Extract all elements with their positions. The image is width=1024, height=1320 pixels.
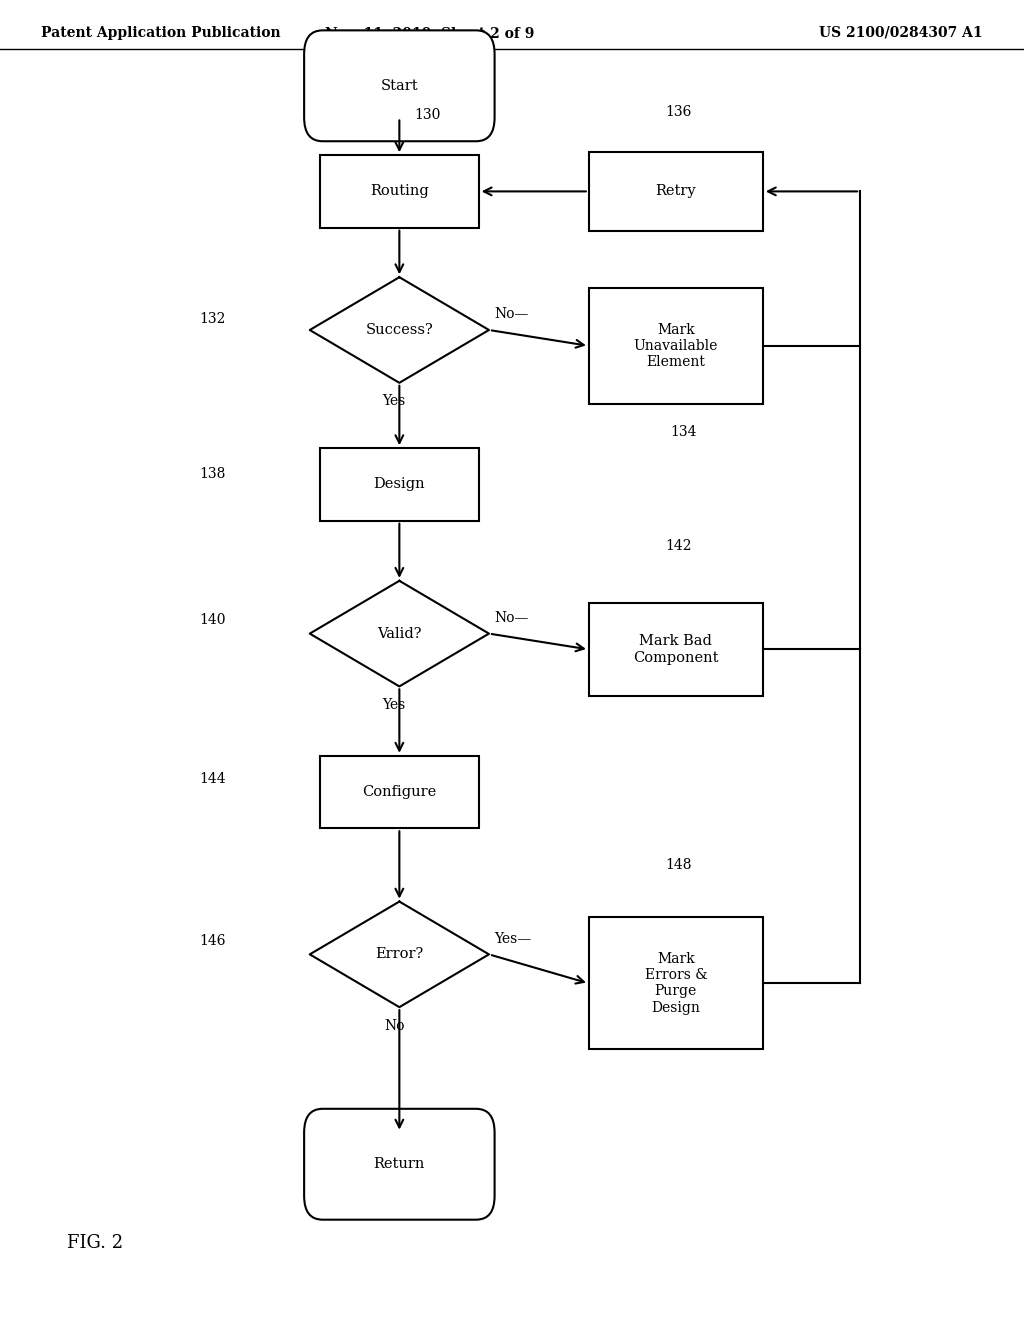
Bar	[589, 288, 763, 404]
Text: No—: No—	[495, 308, 528, 321]
Text: 144: 144	[200, 772, 226, 785]
Text: Yes: Yes	[383, 698, 406, 711]
Bar	[319, 154, 479, 227]
Text: No: No	[384, 1019, 404, 1032]
Text: Retry: Retry	[655, 185, 696, 198]
Polygon shape	[309, 277, 489, 383]
Bar	[589, 603, 763, 696]
Text: 130: 130	[415, 108, 441, 121]
Text: US 2100/0284307 A1: US 2100/0284307 A1	[819, 26, 983, 40]
FancyBboxPatch shape	[304, 1109, 495, 1220]
Text: 142: 142	[666, 540, 692, 553]
Text: Configure: Configure	[362, 785, 436, 799]
Text: 132: 132	[200, 313, 226, 326]
Bar	[319, 755, 479, 829]
Text: Error?: Error?	[375, 948, 424, 961]
Text: Mark
Errors &
Purge
Design: Mark Errors & Purge Design	[644, 952, 708, 1015]
Text: Patent Application Publication: Patent Application Publication	[41, 26, 281, 40]
Bar	[589, 152, 763, 231]
Text: Success?: Success?	[366, 323, 433, 337]
Text: 136: 136	[666, 106, 692, 119]
Text: Start: Start	[381, 79, 418, 92]
Text: Mark Bad
Component: Mark Bad Component	[633, 635, 719, 664]
Text: Yes: Yes	[383, 395, 406, 408]
Text: Valid?: Valid?	[377, 627, 422, 640]
Text: 134: 134	[671, 425, 697, 438]
Text: Mark
Unavailable
Element: Mark Unavailable Element	[634, 322, 718, 370]
Text: 148: 148	[666, 858, 692, 871]
Text: 140: 140	[200, 614, 226, 627]
Text: No—: No—	[495, 611, 528, 624]
Text: 146: 146	[200, 935, 226, 948]
Polygon shape	[309, 902, 489, 1007]
Text: Routing: Routing	[370, 185, 429, 198]
Text: 138: 138	[200, 467, 226, 480]
Bar	[589, 917, 763, 1049]
Text: Return: Return	[374, 1158, 425, 1171]
Bar	[319, 447, 479, 520]
Polygon shape	[309, 581, 489, 686]
FancyBboxPatch shape	[304, 30, 495, 141]
Text: Yes—: Yes—	[495, 932, 531, 945]
Text: FIG. 2: FIG. 2	[67, 1234, 123, 1253]
Text: Design: Design	[374, 478, 425, 491]
Text: Nov. 11, 2010  Sheet 2 of 9: Nov. 11, 2010 Sheet 2 of 9	[326, 26, 535, 40]
